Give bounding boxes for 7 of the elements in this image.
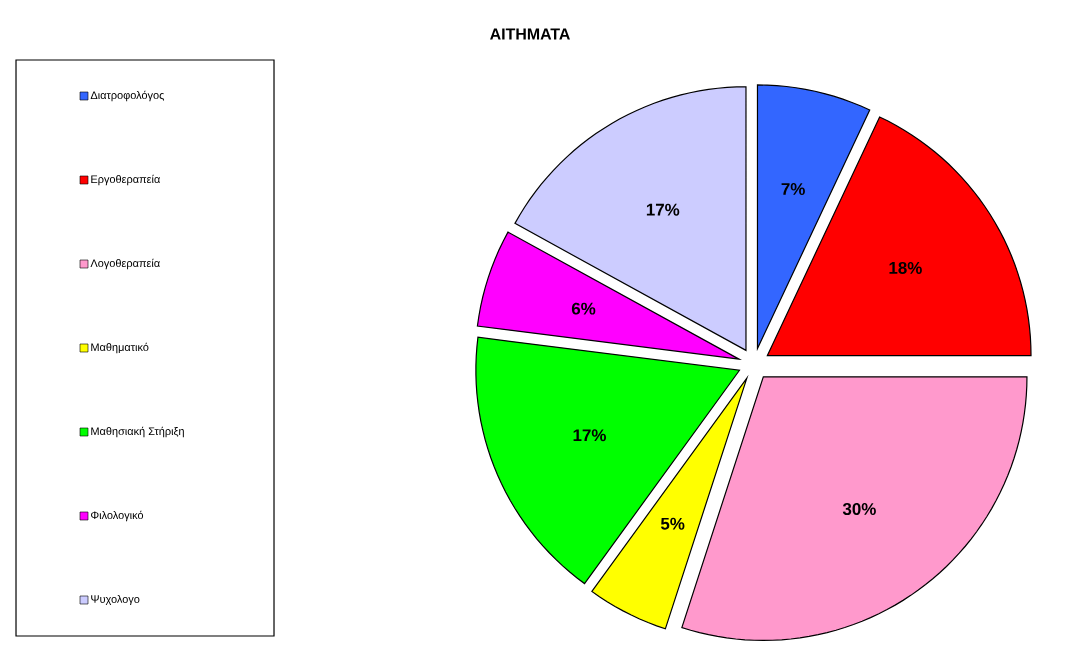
data-label: 6%: [571, 302, 596, 315]
data-label: 7%: [781, 183, 805, 195]
data-label: 30%: [842, 503, 876, 516]
data-label: 5%: [660, 517, 685, 530]
data-label: 17%: [646, 203, 680, 216]
data-label: 17%: [573, 429, 606, 442]
data-label: 18%: [889, 261, 922, 274]
